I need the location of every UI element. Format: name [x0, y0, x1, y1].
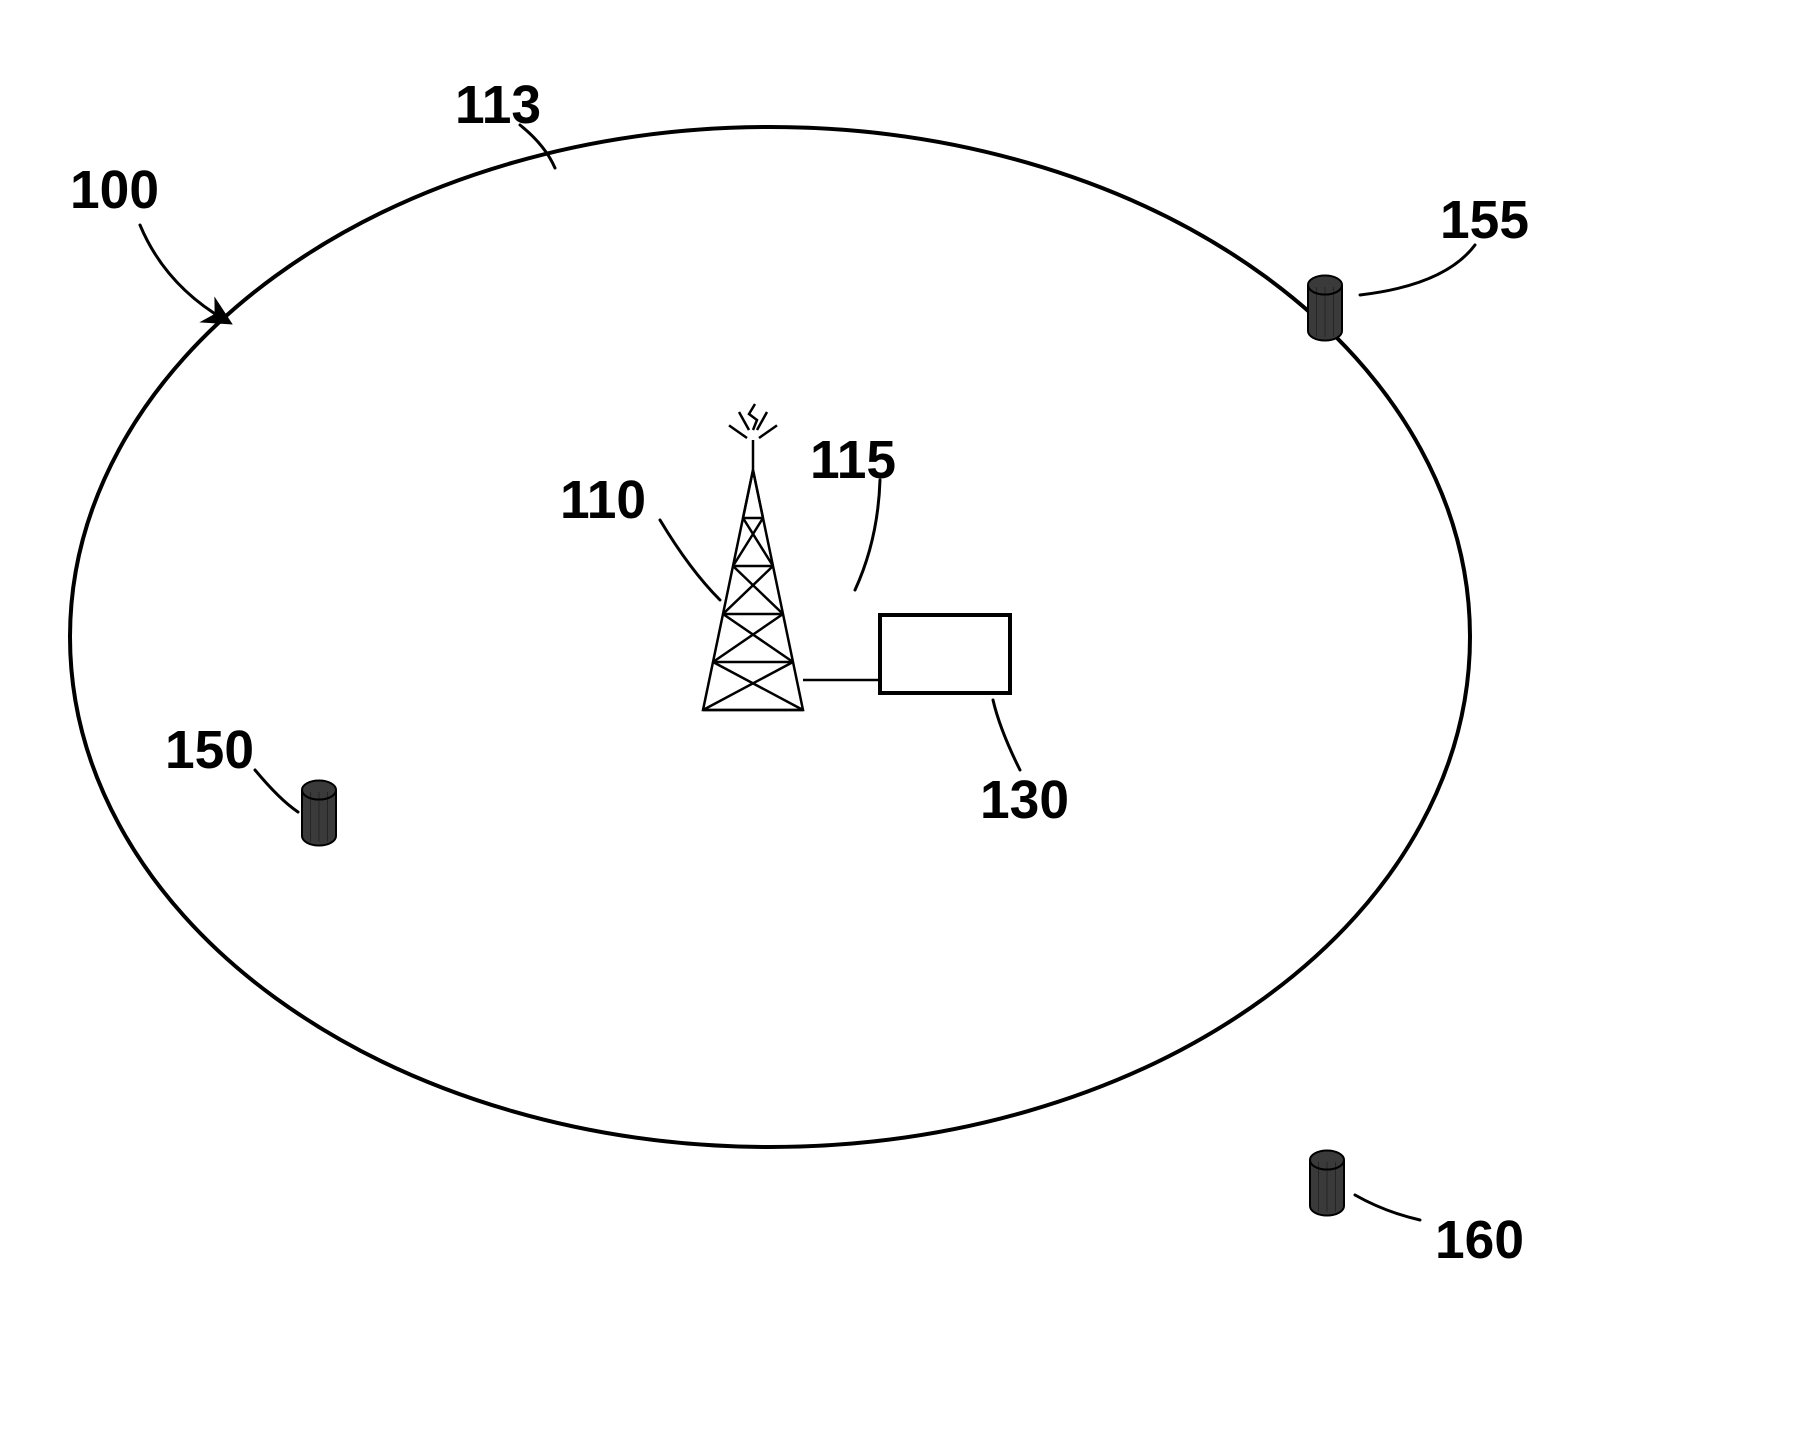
label-113: 113 [455, 75, 541, 136]
diagram-canvas: 100 113 155 110 115 130 150 160 [0, 0, 1795, 1440]
label-160: 160 [1435, 1210, 1524, 1271]
label-100: 100 [70, 160, 159, 221]
label-110: 110 [560, 470, 646, 531]
label-130: 130 [980, 770, 1069, 831]
label-150: 150 [165, 720, 254, 781]
label-115: 115 [810, 430, 896, 491]
label-155: 155 [1440, 190, 1529, 251]
